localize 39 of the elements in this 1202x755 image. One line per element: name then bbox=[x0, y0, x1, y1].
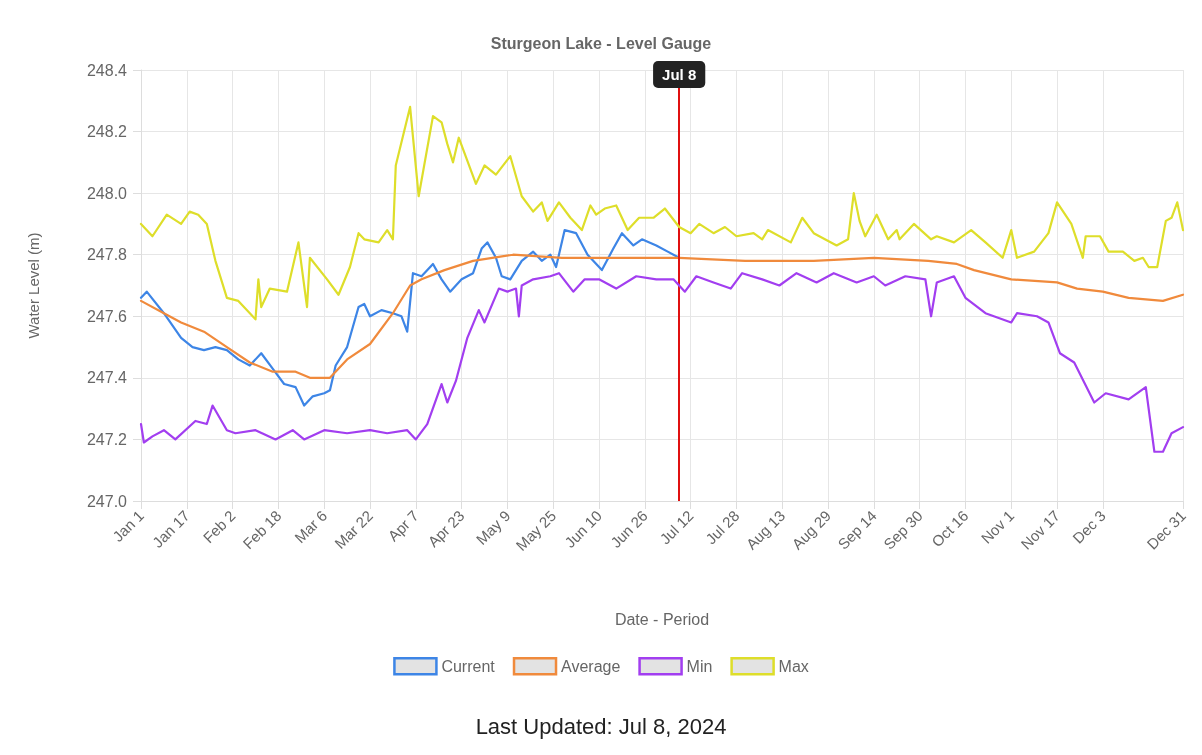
x-tick-label: Oct 16 bbox=[928, 506, 972, 551]
x-tick-label: Jan 17 bbox=[148, 506, 193, 551]
y-tick-label: 248.2 bbox=[86, 123, 128, 141]
y-tick-label: 248.0 bbox=[86, 184, 128, 202]
y-tick-label: 247.2 bbox=[86, 430, 128, 448]
y-tick-label: 247.6 bbox=[86, 307, 128, 325]
x-tick-label: May 25 bbox=[512, 506, 560, 554]
legend-label: Current bbox=[441, 657, 496, 675]
x-tick-label: Aug 29 bbox=[788, 506, 835, 553]
legend-label: Average bbox=[561, 657, 621, 675]
x-tick-label: Feb 2 bbox=[199, 506, 239, 547]
x-tick-label: Aug 13 bbox=[742, 506, 789, 553]
legend-label: Max bbox=[778, 657, 809, 675]
legend-label: Min bbox=[686, 657, 713, 675]
x-tick-label: May 9 bbox=[472, 506, 514, 548]
y-tick-label: 248.4 bbox=[86, 61, 128, 79]
x-tick-label: Jul 12 bbox=[656, 506, 697, 548]
x-tick-label: Mar 6 bbox=[291, 506, 331, 547]
x-tick-label: Dec 31 bbox=[1143, 506, 1190, 553]
x-tick-label: Jul 28 bbox=[702, 506, 743, 548]
text: Last Updated: Jul 8, 2024 bbox=[475, 713, 727, 739]
x-tick-label: Dec 3 bbox=[1069, 506, 1109, 547]
x-tick-label: Sep 14 bbox=[834, 506, 880, 553]
y-axis-title: Water Level (m) bbox=[25, 232, 42, 339]
x-tick-label: Nov 17 bbox=[1017, 506, 1064, 553]
line-series bbox=[139, 228, 681, 407]
x-tick-label: Feb 18 bbox=[239, 506, 285, 552]
y-tick-label: 247.4 bbox=[86, 369, 128, 387]
x-tick-label: Apr 7 bbox=[384, 506, 422, 545]
x-axis-title: Date - Period bbox=[614, 610, 710, 628]
x-tick-label: Sep 30 bbox=[880, 506, 926, 553]
ref-line-label: Jul 8 bbox=[662, 66, 697, 83]
x-tick-label: Nov 1 bbox=[977, 506, 1018, 547]
y-tick-label: 247.8 bbox=[86, 246, 128, 264]
x-tick-label: Jun 10 bbox=[561, 506, 606, 551]
x-tick-label: Apr 23 bbox=[424, 506, 468, 551]
x-tick-label: Mar 22 bbox=[331, 506, 377, 552]
chart-title: Sturgeon Lake - Level Gauge bbox=[490, 34, 712, 52]
x-tick-label: Jun 26 bbox=[606, 506, 651, 551]
